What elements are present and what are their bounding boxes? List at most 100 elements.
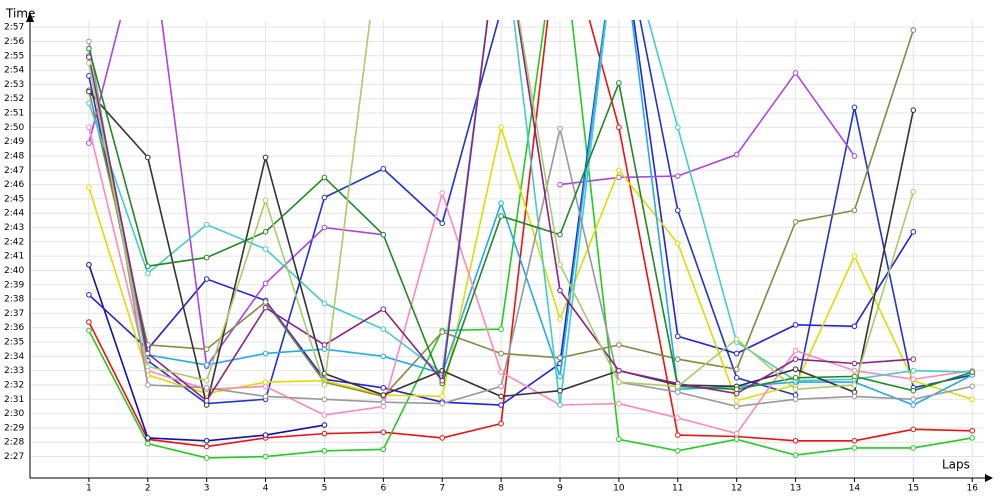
data-point xyxy=(380,231,387,238)
data-point xyxy=(616,379,622,385)
data-point xyxy=(851,104,858,111)
data-point xyxy=(616,167,622,174)
data-point xyxy=(262,432,269,438)
x-tick-label: 11 xyxy=(672,484,683,494)
y-tick-label: 2:51 xyxy=(4,109,24,119)
data-point xyxy=(439,393,446,400)
data-point xyxy=(910,376,917,383)
y-tick-label: 2:29 xyxy=(4,423,24,433)
y-tick-label: 2:49 xyxy=(4,137,24,147)
y-tick-label: 2:35 xyxy=(4,338,24,348)
data-point xyxy=(321,422,328,428)
y-tick-label: 2:52 xyxy=(4,94,24,104)
data-point xyxy=(910,356,917,363)
data-point xyxy=(86,54,92,61)
data-point xyxy=(498,393,504,400)
data-point xyxy=(910,188,917,195)
x-tick-label: 10 xyxy=(613,484,625,494)
data-point xyxy=(792,70,799,76)
data-point xyxy=(262,229,269,235)
x-tick-label: 9 xyxy=(557,484,563,494)
data-point xyxy=(144,154,151,161)
data-point xyxy=(792,219,799,225)
data-point xyxy=(674,432,681,438)
data-point xyxy=(262,246,269,252)
data-point xyxy=(203,254,210,261)
y-tick-label: 2:36 xyxy=(4,323,24,333)
data-point xyxy=(498,124,504,131)
data-point xyxy=(557,231,563,238)
data-point xyxy=(557,287,563,294)
data-point xyxy=(792,347,799,354)
data-point xyxy=(321,412,328,418)
data-point xyxy=(262,393,269,400)
data-point xyxy=(439,400,446,407)
data-point xyxy=(674,240,681,247)
data-point xyxy=(321,194,328,201)
data-point xyxy=(910,27,917,33)
series-line xyxy=(88,48,973,392)
data-point xyxy=(203,455,210,461)
data-point xyxy=(616,124,622,131)
y-tick-label: 2:53 xyxy=(4,80,24,90)
series-line xyxy=(88,20,914,402)
y-tick-label: 2:44 xyxy=(4,209,24,219)
x-tick-label: 15 xyxy=(908,484,919,494)
series-line xyxy=(88,41,973,408)
y-tick-label: 2:42 xyxy=(4,237,24,247)
data-point xyxy=(557,125,563,132)
data-point xyxy=(86,124,92,131)
data-point xyxy=(380,429,387,436)
y-tick-label: 2:54 xyxy=(4,66,24,76)
data-point xyxy=(498,369,504,375)
y-tick-label: 2:41 xyxy=(4,252,24,262)
data-point xyxy=(203,377,210,384)
data-point xyxy=(733,350,740,357)
data-point xyxy=(262,304,269,311)
data-point xyxy=(733,430,740,437)
data-point xyxy=(557,316,563,322)
x-tick-label: 2 xyxy=(145,484,151,494)
data-point xyxy=(380,306,387,312)
x-axis-label: Laps xyxy=(942,458,970,472)
data-point xyxy=(851,382,858,388)
data-point xyxy=(439,190,446,196)
data-point xyxy=(910,426,917,433)
data-point xyxy=(321,448,328,454)
data-point xyxy=(969,427,976,434)
data-point xyxy=(439,220,446,227)
data-point xyxy=(616,80,622,86)
data-point xyxy=(203,276,210,282)
x-tick-label: 7 xyxy=(439,484,445,494)
y-tick-label: 2:40 xyxy=(4,266,24,276)
data-point xyxy=(321,342,328,348)
data-point xyxy=(674,415,681,421)
data-point xyxy=(321,174,328,181)
series-line xyxy=(88,20,915,391)
x-arrow xyxy=(985,474,993,482)
data-point xyxy=(616,400,622,407)
data-point xyxy=(557,402,563,408)
data-point xyxy=(86,319,92,325)
y-tick-label: 2:57 xyxy=(4,23,24,33)
data-point xyxy=(910,229,917,235)
plot-area xyxy=(86,20,976,461)
data-point xyxy=(321,382,328,388)
data-point xyxy=(203,385,210,391)
data-point xyxy=(557,261,563,268)
data-point xyxy=(733,151,740,158)
x-tick-label: 1 xyxy=(86,484,92,494)
data-point xyxy=(86,261,92,268)
data-point xyxy=(616,367,622,374)
data-point xyxy=(851,367,858,374)
x-tick-label: 13 xyxy=(790,484,801,494)
data-point xyxy=(86,327,92,334)
x-tick-label: 8 xyxy=(498,484,504,494)
series-line xyxy=(88,20,973,448)
data-point xyxy=(321,300,328,307)
data-point xyxy=(557,181,563,188)
data-point xyxy=(380,392,387,398)
data-point xyxy=(86,184,92,191)
data-point xyxy=(439,435,446,441)
